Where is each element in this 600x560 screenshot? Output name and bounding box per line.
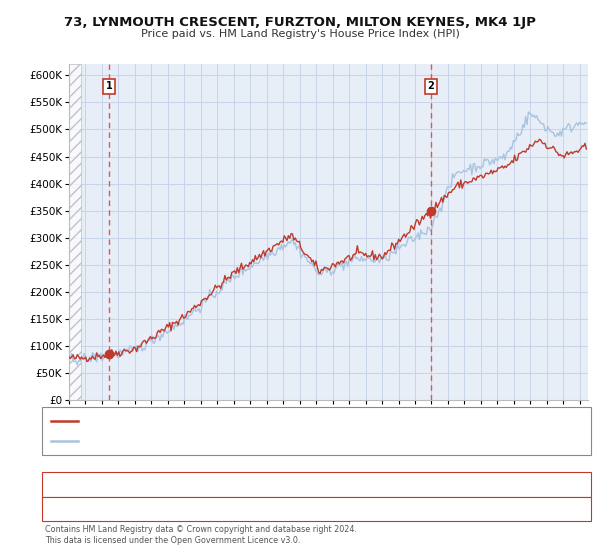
Text: Contains HM Land Registry data © Crown copyright and database right 2024.: Contains HM Land Registry data © Crown c… [45, 525, 357, 534]
Text: 9% ↓ HPI: 9% ↓ HPI [417, 504, 463, 514]
Text: HPI: Average price, detached house, Milton Keynes: HPI: Average price, detached house, Milt… [81, 436, 304, 446]
Text: This data is licensed under the Open Government Licence v3.0.: This data is licensed under the Open Gov… [45, 536, 301, 545]
Text: 1: 1 [50, 480, 56, 489]
Text: 06-JUN-1996: 06-JUN-1996 [84, 479, 146, 489]
Text: 1% ↑ HPI: 1% ↑ HPI [417, 479, 463, 489]
Text: £85,000: £85,000 [273, 479, 313, 489]
Text: 21-DEC-2015: 21-DEC-2015 [84, 504, 149, 514]
Text: 73, LYNMOUTH CRESCENT, FURZTON, MILTON KEYNES, MK4 1JP: 73, LYNMOUTH CRESCENT, FURZTON, MILTON K… [64, 16, 536, 29]
Text: £350,000: £350,000 [273, 504, 319, 514]
Text: 2: 2 [50, 505, 56, 514]
Text: 1: 1 [106, 81, 113, 91]
Text: 2: 2 [428, 81, 434, 91]
Text: Price paid vs. HM Land Registry's House Price Index (HPI): Price paid vs. HM Land Registry's House … [140, 29, 460, 39]
Text: 73, LYNMOUTH CRESCENT, FURZTON, MILTON KEYNES, MK4 1JP (detached house): 73, LYNMOUTH CRESCENT, FURZTON, MILTON K… [81, 417, 438, 426]
Bar [69, 64, 82, 400]
